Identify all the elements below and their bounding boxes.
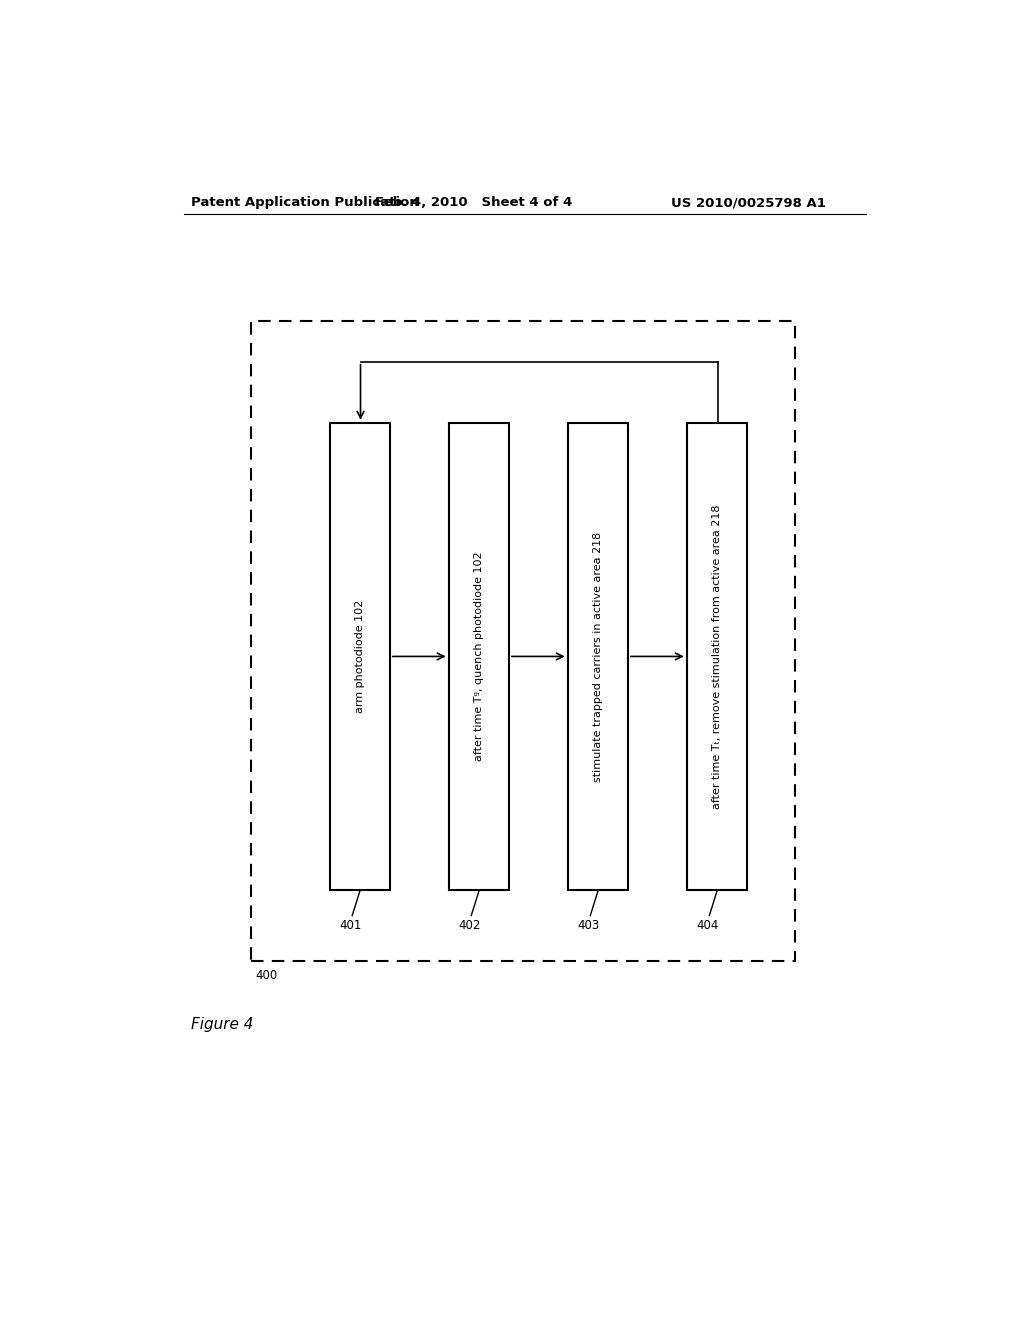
Text: 403: 403 — [578, 919, 600, 932]
Text: Feb. 4, 2010   Sheet 4 of 4: Feb. 4, 2010 Sheet 4 of 4 — [375, 195, 571, 209]
Text: 400: 400 — [255, 969, 278, 982]
Text: after time Tₜ, remove stimulation from active area 218: after time Tₜ, remove stimulation from a… — [713, 504, 722, 809]
Text: US 2010/0025798 A1: US 2010/0025798 A1 — [672, 195, 826, 209]
Bar — [331, 422, 390, 890]
Text: arm photodiode 102: arm photodiode 102 — [355, 599, 366, 713]
Bar — [450, 422, 509, 890]
Bar — [568, 422, 628, 890]
Text: Figure 4: Figure 4 — [191, 1018, 254, 1032]
Text: 402: 402 — [459, 919, 481, 932]
Text: stimulate trapped carriers in active area 218: stimulate trapped carriers in active are… — [593, 532, 603, 781]
Text: 404: 404 — [696, 919, 719, 932]
Text: 401: 401 — [339, 919, 361, 932]
Text: after time Tᵍ, quench photodiode 102: after time Tᵍ, quench photodiode 102 — [474, 552, 484, 762]
Bar — [251, 321, 795, 961]
Text: Patent Application Publication: Patent Application Publication — [191, 195, 419, 209]
Bar — [687, 422, 746, 890]
